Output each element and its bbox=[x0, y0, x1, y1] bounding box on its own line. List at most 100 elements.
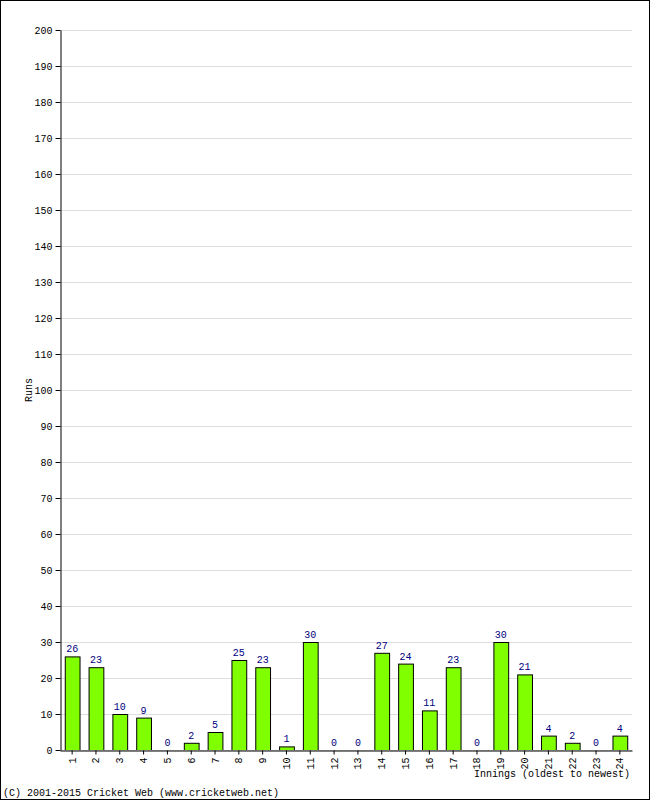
x-tick: 9 bbox=[258, 751, 269, 764]
bar bbox=[446, 668, 461, 750]
x-tick-mark bbox=[143, 751, 144, 755]
y-tick-label: 180 bbox=[34, 98, 52, 109]
y-tick: 190 bbox=[34, 62, 60, 73]
bar bbox=[89, 668, 104, 750]
x-tick-mark bbox=[453, 751, 454, 755]
bar bbox=[184, 743, 199, 750]
x-tick: 15 bbox=[401, 751, 412, 770]
y-tick-label: 50 bbox=[40, 566, 52, 577]
y-tick: 10 bbox=[40, 710, 60, 721]
y-tick: 20 bbox=[40, 674, 60, 685]
data-label: 0 bbox=[593, 738, 599, 749]
bar bbox=[65, 657, 80, 750]
grid-line bbox=[60, 570, 632, 571]
y-tick-label: 70 bbox=[40, 494, 52, 505]
y-tick: 40 bbox=[40, 602, 60, 613]
y-tick-mark bbox=[56, 282, 61, 283]
data-label: 2 bbox=[569, 731, 575, 742]
x-tick: 1 bbox=[68, 751, 79, 764]
y-tick-label: 120 bbox=[34, 314, 52, 325]
x-tick-mark bbox=[524, 751, 525, 755]
x-tick-label: 18 bbox=[472, 758, 483, 770]
y-tick: 80 bbox=[40, 458, 60, 469]
data-labels: 262310902525231300027241123030214204 bbox=[66, 630, 623, 749]
x-axis: 123456789101112131415161718192021222324 bbox=[61, 751, 633, 770]
x-tick-label: 24 bbox=[615, 758, 626, 770]
bar bbox=[375, 653, 390, 750]
x-tick-mark bbox=[405, 751, 406, 755]
x-tick: 16 bbox=[425, 751, 436, 770]
x-tick-label: 14 bbox=[377, 758, 388, 770]
x-tick-mark bbox=[215, 751, 216, 755]
x-tick-label: 20 bbox=[520, 758, 531, 770]
x-tick-label: 15 bbox=[401, 758, 412, 770]
x-tick-mark bbox=[72, 751, 73, 755]
x-tick: 20 bbox=[520, 751, 531, 770]
grid-line bbox=[60, 318, 632, 319]
bar bbox=[208, 733, 223, 751]
bar bbox=[280, 747, 295, 750]
data-label: 0 bbox=[331, 738, 337, 749]
y-axis-line bbox=[61, 31, 62, 751]
x-tick: 11 bbox=[306, 751, 317, 770]
x-tick-mark bbox=[95, 751, 96, 755]
y-tick: 30 bbox=[40, 638, 60, 649]
grid-line bbox=[60, 30, 632, 31]
bar bbox=[303, 643, 318, 751]
y-tick-label: 190 bbox=[34, 62, 52, 73]
y-tick-mark bbox=[56, 534, 61, 535]
grid-line bbox=[60, 210, 632, 211]
x-tick-label: 4 bbox=[139, 758, 150, 764]
y-tick-mark bbox=[56, 426, 61, 427]
bar bbox=[422, 711, 437, 750]
y-tick: 160 bbox=[34, 170, 60, 181]
data-label: 24 bbox=[400, 652, 412, 663]
x-tick: 21 bbox=[544, 751, 555, 770]
x-tick-mark bbox=[357, 751, 358, 755]
y-tick: 100 bbox=[34, 386, 60, 397]
x-tick: 14 bbox=[377, 751, 388, 770]
data-label: 4 bbox=[617, 724, 623, 735]
x-tick: 18 bbox=[472, 751, 483, 770]
data-label: 0 bbox=[474, 738, 480, 749]
y-tick: 200 bbox=[34, 26, 60, 37]
x-tick: 7 bbox=[211, 751, 222, 764]
y-tick-mark bbox=[56, 678, 61, 679]
y-tick-label: 100 bbox=[34, 386, 52, 397]
y-tick-label: 20 bbox=[40, 674, 52, 685]
y-tick-mark bbox=[56, 354, 61, 355]
x-tick-label: 8 bbox=[234, 758, 245, 764]
x-tick-mark bbox=[238, 751, 239, 755]
bar bbox=[518, 675, 533, 750]
x-tick-mark bbox=[310, 751, 311, 755]
bar bbox=[137, 718, 152, 750]
x-tick-mark bbox=[167, 751, 168, 755]
grid-line bbox=[60, 390, 632, 391]
x-tick-label: 1 bbox=[68, 758, 79, 764]
grid-line bbox=[60, 102, 632, 103]
x-tick: 2 bbox=[91, 751, 102, 764]
x-tick-label: 13 bbox=[353, 758, 364, 770]
x-tick-label: 7 bbox=[211, 758, 222, 764]
x-tick-mark bbox=[429, 751, 430, 755]
y-tick: 180 bbox=[34, 98, 60, 109]
data-label: 30 bbox=[304, 630, 316, 641]
y-tick: 90 bbox=[40, 422, 60, 433]
grid-line bbox=[60, 498, 632, 499]
y-tick-label: 80 bbox=[40, 458, 52, 469]
x-tick-label: 16 bbox=[425, 758, 436, 770]
x-tick: 4 bbox=[139, 751, 150, 764]
y-tick: 170 bbox=[34, 134, 60, 145]
data-label: 9 bbox=[141, 706, 147, 717]
bar bbox=[542, 736, 557, 750]
y-tick-label: 60 bbox=[40, 530, 52, 541]
grid-line bbox=[60, 138, 632, 139]
bar bbox=[256, 668, 271, 750]
y-tick-mark bbox=[56, 390, 61, 391]
y-tick-label: 10 bbox=[40, 710, 52, 721]
y-tick-mark bbox=[56, 174, 61, 175]
bar bbox=[613, 736, 628, 750]
x-tick-mark bbox=[476, 751, 477, 755]
y-tick: 150 bbox=[34, 206, 60, 217]
y-axis-title: Runs bbox=[24, 378, 35, 402]
